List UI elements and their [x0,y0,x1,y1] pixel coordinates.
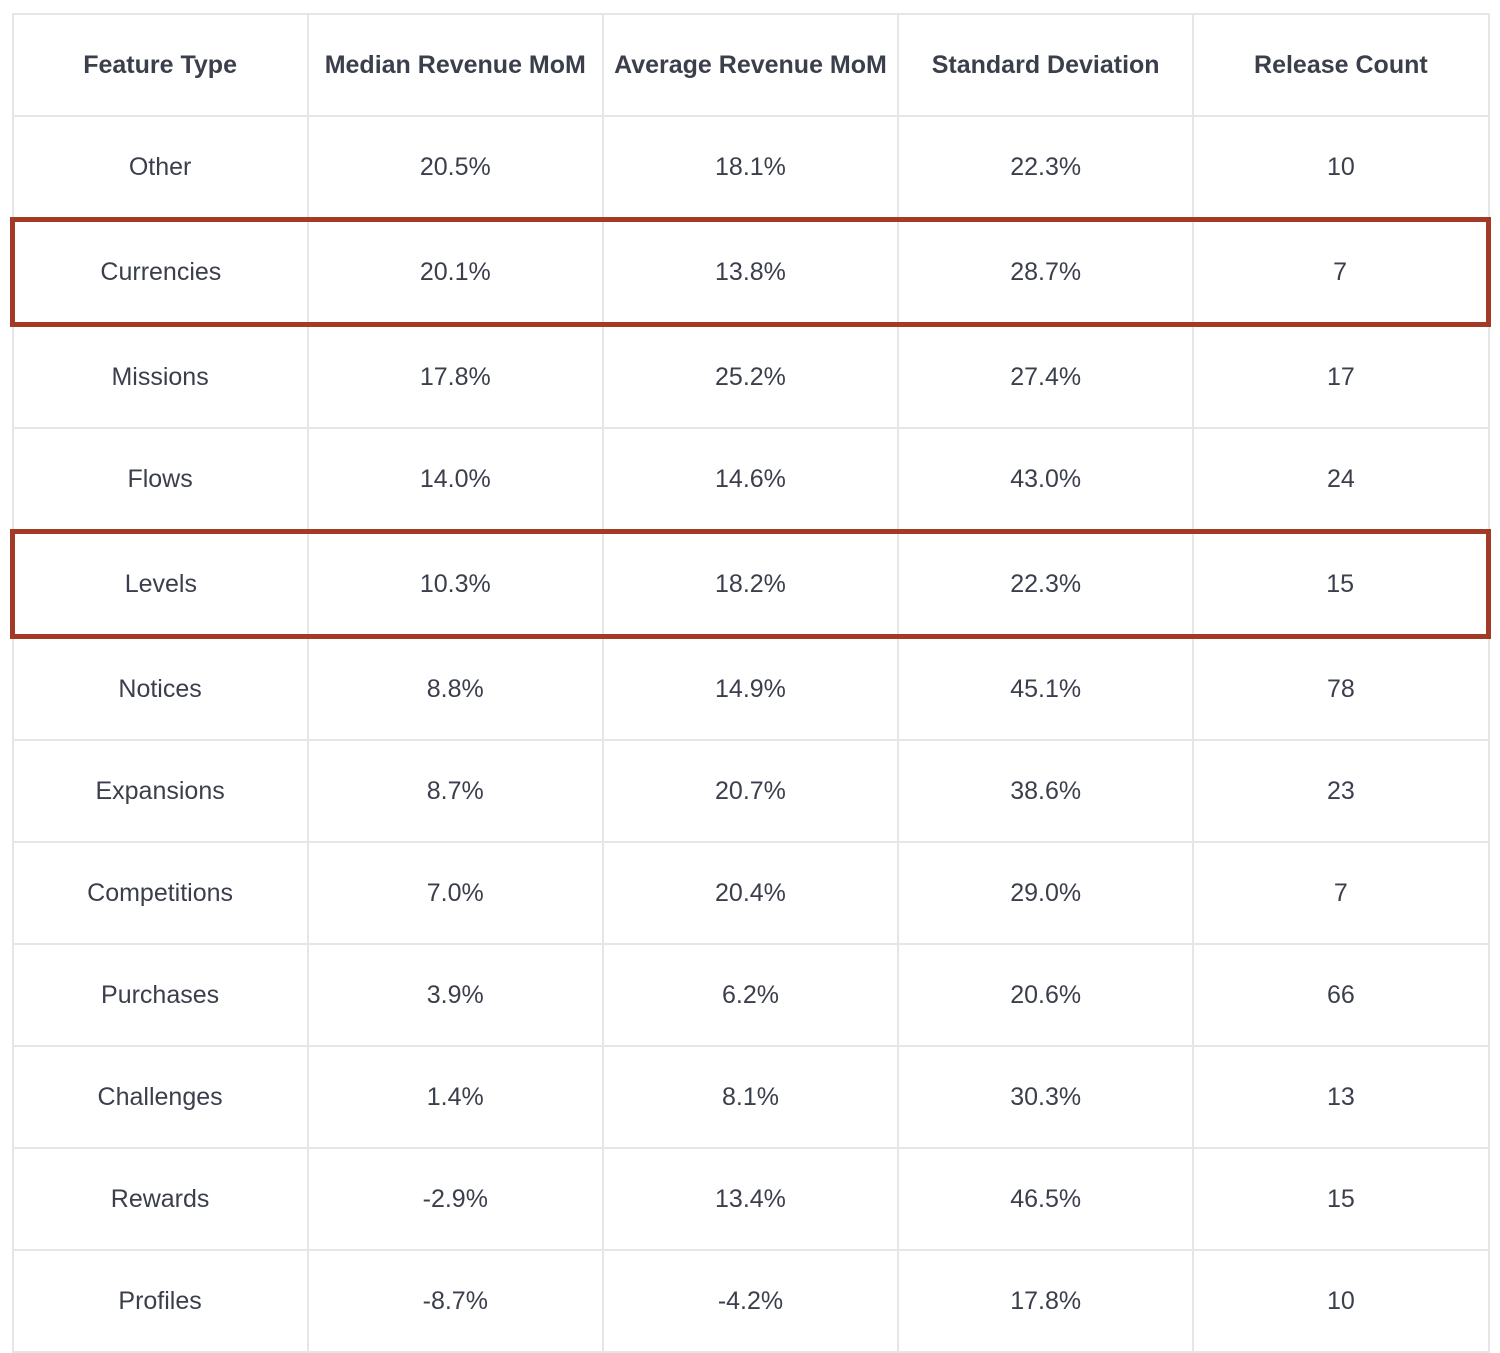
cell-feature-type: Profiles [11,1249,309,1353]
table-row: Expansions 8.7% 20.7% 38.6% 23 [11,739,1490,843]
cell-release-count: 10 [1192,115,1490,221]
cell-release-count: 24 [1192,427,1490,533]
cell-feature-type: Missions [11,323,309,429]
cell-feature-type: Flows [11,427,309,533]
cell-release-count: 66 [1192,943,1490,1047]
table-row: Rewards -2.9% 13.4% 46.5% 15 [11,1147,1490,1251]
cell-feature-type: Competitions [11,841,309,945]
cell-average-revenue-mom: 8.1% [601,1045,900,1149]
cell-standard-deviation: 17.8% [897,1249,1195,1353]
cell-median-revenue-mom: 20.5% [306,115,604,221]
cell-average-revenue-mom: 18.2% [601,529,900,639]
cell-average-revenue-mom: 6.2% [601,943,900,1047]
cell-standard-deviation: 30.3% [897,1045,1195,1149]
cell-standard-deviation: 38.6% [897,739,1195,843]
table-row: Purchases 3.9% 6.2% 20.6% 66 [11,943,1490,1047]
cell-average-revenue-mom: 18.1% [601,115,900,221]
table-row-highlighted: Currencies 20.1% 13.8% 28.7% 7 [9,217,1492,327]
cell-release-count: 15 [1192,1147,1490,1251]
cell-feature-type: Notices [11,635,309,741]
cell-median-revenue-mom: 20.1% [306,217,604,327]
cell-release-count: 17 [1192,323,1490,429]
table-row: Notices 8.8% 14.9% 45.1% 78 [11,635,1490,741]
cell-average-revenue-mom: 14.9% [601,635,900,741]
cell-standard-deviation: 45.1% [897,635,1195,741]
column-header-average-revenue-mom: Average Revenue MoM [601,13,900,117]
table-row: Flows 14.0% 14.6% 43.0% 24 [11,427,1490,533]
cell-release-count: 7 [1192,841,1490,945]
column-header-release-count: Release Count [1192,13,1490,117]
feature-revenue-table: Feature Type Median Revenue MoM Average … [9,13,1492,1353]
cell-release-count: 10 [1192,1249,1490,1353]
cell-average-revenue-mom: 14.6% [601,427,900,533]
cell-median-revenue-mom: 14.0% [306,427,604,533]
cell-standard-deviation: 20.6% [897,943,1195,1047]
cell-release-count: 78 [1192,635,1490,741]
cell-average-revenue-mom: 25.2% [601,323,900,429]
cell-standard-deviation: 29.0% [897,841,1195,945]
cell-average-revenue-mom: -4.2% [601,1249,900,1353]
cell-feature-type: Currencies [9,217,309,327]
cell-average-revenue-mom: 20.7% [601,739,900,843]
table-body: Other 20.5% 18.1% 22.3% 10 Currencies 20.1% 13.… [9,115,1492,1353]
cell-median-revenue-mom: 3.9% [306,943,604,1047]
cell-release-count: 23 [1192,739,1490,843]
cell-feature-type: Purchases [11,943,309,1047]
cell-release-count: 7 [1192,217,1492,327]
cell-median-revenue-mom: 1.4% [306,1045,604,1149]
cell-median-revenue-mom: 17.8% [306,323,604,429]
table-row: Profiles -8.7% -4.2% 17.8% 10 [11,1249,1490,1353]
cell-standard-deviation: 43.0% [897,427,1195,533]
cell-feature-type: Expansions [11,739,309,843]
cell-standard-deviation: 22.3% [897,115,1195,221]
cell-release-count: 13 [1192,1045,1490,1149]
column-header-feature-type: Feature Type [11,13,309,117]
cell-median-revenue-mom: 8.8% [306,635,604,741]
column-header-standard-deviation: Standard Deviation [897,13,1195,117]
cell-median-revenue-mom: 7.0% [306,841,604,945]
cell-feature-type: Rewards [11,1147,309,1251]
column-header-median-revenue-mom: Median Revenue MoM [306,13,604,117]
cell-average-revenue-mom: 20.4% [601,841,900,945]
table-row: Competitions 7.0% 20.4% 29.0% 7 [11,841,1490,945]
cell-feature-type: Other [11,115,309,221]
cell-feature-type: Levels [9,529,309,639]
cell-median-revenue-mom: 8.7% [306,739,604,843]
table-row: Challenges 1.4% 8.1% 30.3% 13 [11,1045,1490,1149]
cell-standard-deviation: 28.7% [897,217,1195,327]
table-row: Other 20.5% 18.1% 22.3% 10 [11,115,1490,221]
feature-revenue-table-container: Feature Type Median Revenue MoM Average … [9,13,1492,1353]
cell-average-revenue-mom: 13.8% [601,217,900,327]
table-header: Feature Type Median Revenue MoM Average … [11,13,1490,117]
cell-standard-deviation: 27.4% [897,323,1195,429]
table-row: Missions 17.8% 25.2% 27.4% 17 [11,323,1490,429]
cell-average-revenue-mom: 13.4% [601,1147,900,1251]
header-row: Feature Type Median Revenue MoM Average … [11,13,1490,117]
cell-median-revenue-mom: -8.7% [306,1249,604,1353]
cell-feature-type: Challenges [11,1045,309,1149]
table-row-highlighted: Levels 10.3% 18.2% 22.3% 15 [9,529,1492,639]
cell-standard-deviation: 46.5% [897,1147,1195,1251]
cell-median-revenue-mom: -2.9% [306,1147,604,1251]
cell-median-revenue-mom: 10.3% [306,529,604,639]
cell-release-count: 15 [1192,529,1492,639]
cell-standard-deviation: 22.3% [897,529,1195,639]
